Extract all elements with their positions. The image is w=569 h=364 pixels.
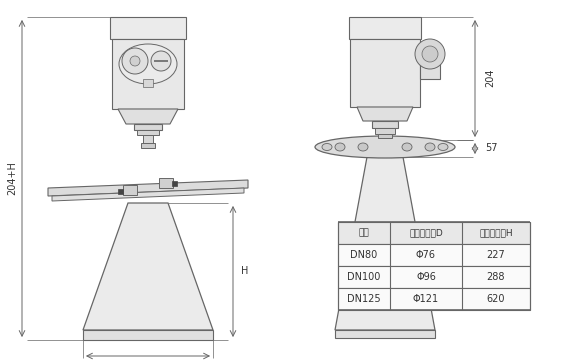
Text: Φ121: Φ121: [413, 294, 439, 304]
Circle shape: [151, 51, 171, 71]
Bar: [159, 178, 173, 188]
Text: Φ76: Φ76: [416, 250, 436, 260]
Bar: [420, 49, 440, 79]
Bar: [83, 330, 213, 340]
Ellipse shape: [315, 136, 455, 158]
Bar: [137, 130, 159, 135]
Ellipse shape: [358, 143, 368, 151]
Bar: [112, 39, 184, 109]
Ellipse shape: [402, 143, 412, 151]
Bar: [375, 128, 395, 134]
Polygon shape: [48, 180, 248, 196]
Text: 204+H: 204+H: [7, 161, 17, 195]
Text: 57: 57: [485, 143, 497, 153]
Ellipse shape: [425, 143, 435, 151]
Bar: [338, 266, 530, 288]
Bar: [141, 143, 155, 148]
Circle shape: [422, 46, 438, 62]
Text: DN125: DN125: [347, 294, 381, 304]
Bar: [350, 39, 420, 107]
Bar: [335, 330, 435, 338]
Circle shape: [130, 56, 140, 66]
Bar: [143, 79, 153, 87]
Bar: [110, 17, 186, 39]
Text: 喇叭口直径D: 喇叭口直径D: [409, 229, 443, 237]
Text: DN100: DN100: [347, 272, 381, 282]
Ellipse shape: [322, 143, 332, 150]
Bar: [123, 185, 137, 195]
Bar: [372, 121, 398, 128]
Bar: [143, 135, 153, 143]
Text: 204: 204: [485, 69, 495, 87]
Bar: [134, 124, 162, 130]
Bar: [338, 222, 530, 244]
Bar: [338, 288, 530, 310]
Text: H: H: [241, 266, 249, 276]
Ellipse shape: [335, 143, 345, 151]
Bar: [118, 189, 123, 194]
Text: 288: 288: [486, 272, 505, 282]
Polygon shape: [335, 157, 435, 330]
Polygon shape: [357, 107, 413, 121]
Polygon shape: [52, 188, 244, 201]
Ellipse shape: [438, 143, 448, 150]
Bar: [349, 17, 421, 39]
Text: 227: 227: [486, 250, 505, 260]
Bar: [338, 244, 530, 266]
Circle shape: [122, 48, 148, 74]
Text: 620: 620: [486, 294, 505, 304]
Polygon shape: [118, 109, 178, 124]
Ellipse shape: [119, 44, 177, 84]
Circle shape: [415, 39, 445, 69]
Text: DN80: DN80: [351, 250, 378, 260]
Bar: [172, 181, 177, 186]
Bar: [378, 134, 392, 138]
Text: 喇叭口高度H: 喇叭口高度H: [479, 229, 513, 237]
Text: Φ96: Φ96: [416, 272, 436, 282]
Text: 法兰: 法兰: [358, 229, 369, 237]
Polygon shape: [83, 203, 213, 330]
